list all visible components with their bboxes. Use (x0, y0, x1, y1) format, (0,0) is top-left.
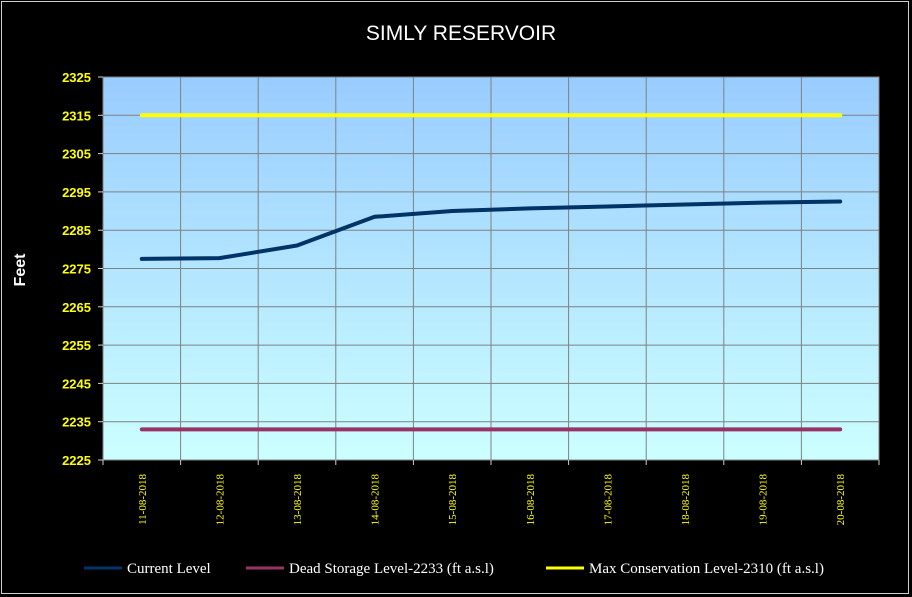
x-tick-label: 20-08-2018 (835, 474, 847, 526)
x-axis-ticks: 11-08-2018 12-08-2018 13-08-2018 14-08-2018… (102, 460, 880, 526)
y-tick-label: 2285 (62, 223, 91, 238)
series-line-0 (139, 199, 843, 261)
y-tick-label: 2255 (62, 338, 91, 353)
legend-label: Max Conservation Level-2310 (ft a.s.l) (589, 561, 824, 577)
y-tick-label: 2325 (62, 70, 91, 85)
x-tick-label: 19-08-2018 (758, 474, 770, 526)
x-tick-label: 18-08-2018 (680, 474, 692, 526)
y-tick-label: 2295 (62, 185, 91, 200)
y-tick-label: 2305 (62, 147, 91, 162)
legend-label: Current Level (127, 561, 211, 577)
series-lines (139, 113, 843, 432)
legend: Current Level Dead Storage Level-2233 (ft… (84, 561, 824, 577)
y-tick-label: 2315 (62, 108, 91, 123)
chart-title: SIMLY RESERVOIR (366, 22, 556, 45)
x-tick-label: 16-08-2018 (525, 474, 537, 526)
legend-label: Dead Storage Level-2233 (ft a.s.l) (289, 561, 494, 577)
y-tick-label: 2225 (62, 453, 91, 468)
x-tick-label: 14-08-2018 (370, 474, 382, 526)
y-tick-label: 2245 (62, 376, 91, 391)
y-axis-label: Feet (12, 253, 29, 287)
x-tick-label: 12-08-2018 (214, 474, 226, 526)
x-tick-label: 17-08-2018 (602, 474, 614, 526)
y-tick-label: 2275 (62, 262, 91, 277)
x-tick-label: 15-08-2018 (447, 474, 459, 526)
y-axis-ticks: 2225 2235 2245 2255 2265 2275 2285 2295 2305 2315… (62, 70, 103, 468)
x-tick-label: 13-08-2018 (292, 474, 304, 526)
y-tick-label: 2265 (62, 300, 91, 315)
y-tick-label: 2235 (62, 415, 91, 430)
x-tick-label: 11-08-2018 (137, 474, 149, 525)
